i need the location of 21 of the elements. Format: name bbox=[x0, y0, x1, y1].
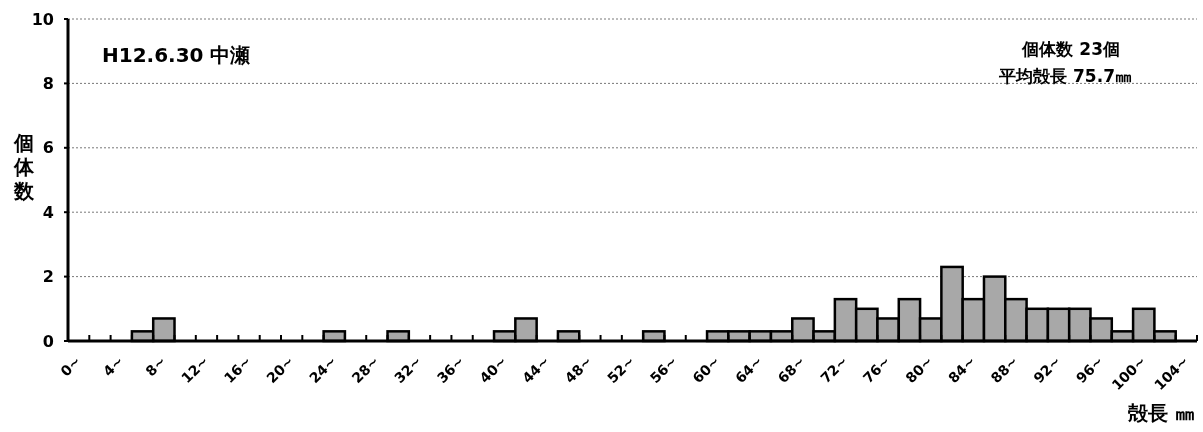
x-tick-label: 0~ bbox=[57, 352, 84, 380]
y-tick-label: 8 bbox=[42, 74, 54, 93]
annotation: H12.6.30 中瀬 bbox=[102, 43, 251, 67]
y-tick-label: 0 bbox=[42, 331, 54, 351]
x-tick-label: 40~ bbox=[476, 352, 510, 387]
x-tick-label: 48~ bbox=[561, 352, 595, 387]
x-axis-title: 殻長 ㎜ bbox=[1127, 401, 1195, 425]
x-tick-label: 60~ bbox=[689, 352, 723, 387]
x-tick-label: 68~ bbox=[774, 352, 808, 387]
x-tick-label: 4~ bbox=[99, 352, 127, 380]
y-axis-title: 個体数 bbox=[13, 131, 35, 203]
x-tick-label: 44~ bbox=[518, 352, 553, 387]
annotation: 個体数 23個 bbox=[1021, 39, 1120, 59]
y-tick-label: 6 bbox=[42, 138, 54, 158]
x-tick-label: 8~ bbox=[142, 352, 169, 380]
x-tick-label: 72~ bbox=[817, 352, 851, 387]
x-tick-label: 64~ bbox=[731, 352, 766, 387]
annotation: 平均殻長 75.7㎜ bbox=[998, 66, 1132, 86]
y-tick-label: 2 bbox=[42, 267, 54, 287]
y-tick-label: 4 bbox=[42, 202, 54, 222]
y-tick-label: 10 bbox=[31, 9, 54, 29]
